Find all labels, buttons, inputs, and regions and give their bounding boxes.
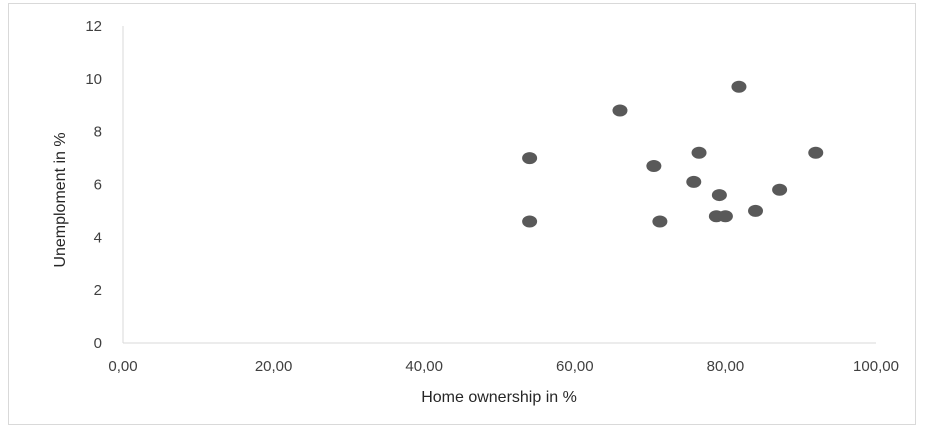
y-tick-label: 4	[94, 229, 102, 246]
x-tick-label: 60,00	[556, 358, 594, 375]
data-point	[612, 104, 628, 117]
data-point	[717, 210, 733, 223]
chart-frame	[8, 3, 916, 425]
y-axis-title: Unemploment in %	[52, 132, 69, 267]
data-points	[522, 80, 824, 228]
x-axis-title: Home ownership in %	[421, 389, 577, 406]
data-point	[808, 146, 824, 159]
axes	[122, 26, 876, 344]
data-point	[646, 160, 662, 173]
x-tick-label: 80,00	[707, 358, 745, 375]
data-point	[731, 80, 747, 93]
x-axis-ticks: 0,00 20,00 40,00 60,00 80,00 100,00	[108, 358, 899, 375]
data-point	[522, 215, 538, 228]
y-tick-label: 6	[94, 177, 102, 194]
y-tick-label: 8	[94, 124, 102, 141]
y-axis-ticks: 0 2 4 6 8 10 12	[85, 18, 102, 352]
x-tick-label: 0,00	[108, 358, 137, 375]
y-tick-label: 2	[94, 282, 102, 299]
x-tick-label: 40,00	[405, 358, 443, 375]
data-point	[522, 152, 538, 165]
data-point	[772, 183, 788, 196]
data-point	[711, 189, 727, 202]
data-point	[748, 204, 764, 217]
y-tick-label: 0	[94, 335, 102, 352]
data-point	[691, 146, 707, 159]
y-tick-label: 10	[85, 71, 102, 88]
x-tick-label: 20,00	[255, 358, 293, 375]
data-point	[652, 215, 668, 228]
data-point	[686, 175, 702, 188]
y-tick-label: 12	[85, 18, 102, 35]
x-tick-label: 100,00	[853, 358, 899, 375]
